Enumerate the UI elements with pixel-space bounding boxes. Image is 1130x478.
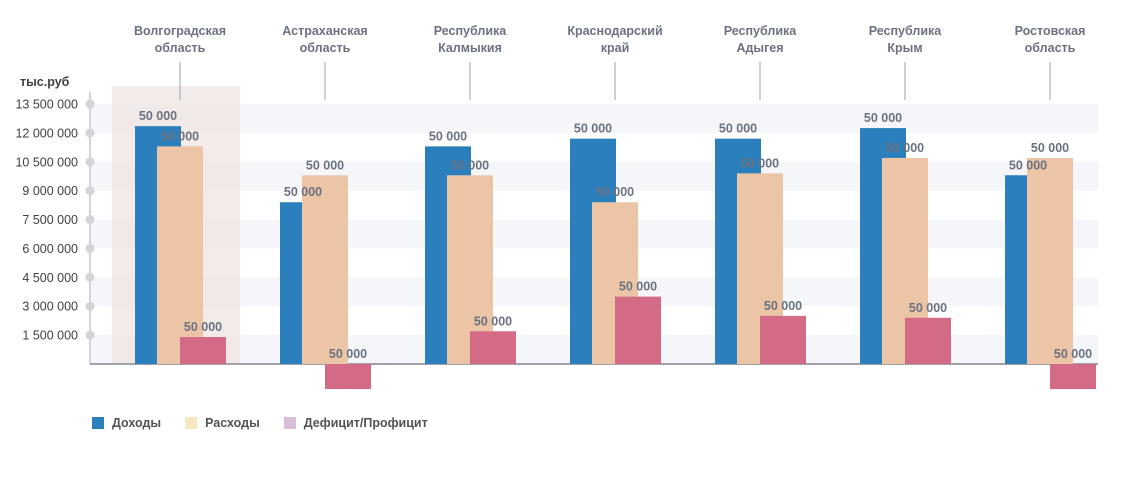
category-label: Волгоградская [134, 24, 226, 38]
data-label: 50 000 [864, 111, 902, 125]
data-label: 50 000 [886, 141, 924, 155]
category-label: область [1025, 41, 1076, 55]
legend-swatch [283, 417, 296, 429]
category-label: Республика [869, 24, 943, 38]
data-label: 50 000 [429, 129, 467, 143]
y-tick-dot [85, 99, 95, 109]
data-label: 50 000 [474, 314, 512, 328]
category-label: Адыгея [736, 41, 783, 55]
legend-swatch [185, 417, 198, 429]
grid-band [90, 104, 1098, 133]
y-tick-label: 12 000 000 [15, 126, 78, 140]
chart-svg: тыс.руб 13 500 000 12 000 000 10 500 000 9 0… [15, 24, 1098, 390]
y-tick-dot [85, 301, 95, 311]
data-label: 50 000 [574, 122, 612, 136]
bar [1050, 364, 1096, 390]
bar [615, 296, 661, 364]
y-tick-label: 9 000 000 [22, 184, 78, 198]
category-label: Республика [434, 24, 508, 38]
data-label: 50 000 [764, 299, 802, 313]
y-unit-label: тыс.руб [20, 75, 70, 89]
y-tick-label: 6 000 000 [22, 242, 78, 256]
legend-swatch [92, 417, 104, 429]
legend-item: Доходы [92, 416, 161, 430]
data-label: 50 000 [741, 156, 779, 170]
legend-label: Доходы [112, 416, 162, 430]
y-tick-label: 10 500 000 [15, 155, 78, 169]
y-tick-label: 4 500 000 [22, 271, 78, 285]
y-tick-dot [85, 330, 95, 340]
category-label: Республика [724, 24, 798, 38]
y-tick-label: 3 000 000 [22, 300, 78, 314]
category-label: область [300, 41, 351, 55]
legend-label: Дефицит/Профицит [303, 416, 428, 430]
data-label: 50 000 [161, 129, 199, 143]
data-label: 50 000 [1031, 141, 1069, 155]
legend: Доходы Расходы Дефицит/Профицит [92, 416, 428, 430]
category-label: Калмыкия [438, 41, 502, 55]
y-tick-dot [85, 243, 95, 253]
category-label: Краснодарский [567, 24, 662, 38]
data-label: 50 000 [719, 122, 757, 136]
data-label: 50 000 [329, 347, 367, 361]
data-label: 50 000 [1054, 347, 1092, 361]
y-tick-dot [85, 128, 95, 138]
category-label: область [155, 41, 206, 55]
data-label: 50 000 [139, 109, 177, 123]
bar [302, 175, 348, 364]
bar [180, 337, 226, 364]
legend-item: Расходы [185, 416, 260, 430]
y-tick-label: 13 500 000 [15, 98, 78, 112]
data-label: 50 000 [306, 158, 344, 172]
legend-item: Дефицит/Профицит [283, 416, 428, 430]
bar [325, 364, 371, 390]
y-tick-dot [85, 157, 95, 167]
bar [470, 331, 516, 364]
y-tick-label: 7 500 000 [22, 213, 78, 227]
bar [905, 317, 951, 364]
y-tick-dot [85, 272, 95, 282]
data-label: 50 000 [909, 301, 947, 315]
y-tick-dot [85, 186, 95, 196]
bar [760, 315, 806, 364]
data-label: 50 000 [451, 158, 489, 172]
y-tick-dot [85, 215, 95, 225]
data-label: 50 000 [284, 185, 322, 199]
data-label: 50 000 [184, 320, 222, 334]
category-label: край [601, 41, 630, 55]
y-tick-label: 1 500 000 [22, 329, 78, 343]
category-label: Ростовская [1015, 24, 1086, 38]
legend-label: Расходы [205, 416, 260, 430]
data-label: 50 000 [619, 280, 657, 294]
category-label: Астраханская [282, 24, 367, 38]
bar [1027, 157, 1073, 364]
data-label: 50 000 [1009, 158, 1047, 172]
data-label: 50 000 [596, 185, 634, 199]
category-label: Крым [887, 41, 922, 55]
bar [157, 146, 203, 364]
